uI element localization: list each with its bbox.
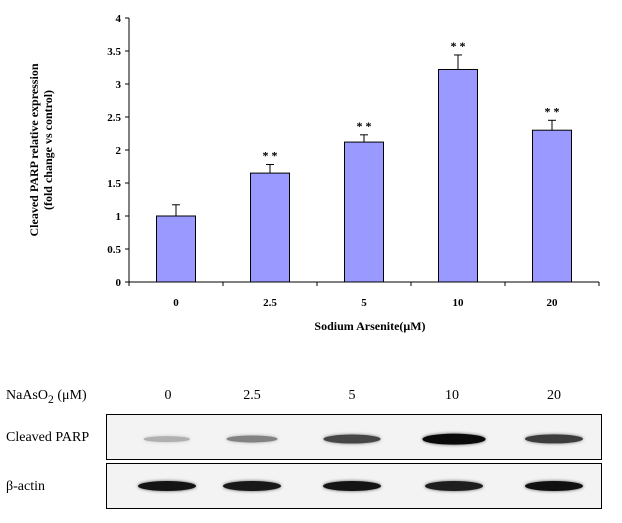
significance-marker: * * xyxy=(357,119,372,133)
blot-panel-beta-actin xyxy=(106,463,602,509)
y-tick-label: 4 xyxy=(116,13,122,25)
blot-lane-label: 0 xyxy=(164,388,172,403)
blot-row-label-beta-actin: β-actin xyxy=(6,479,45,494)
bars: * * * * * * * * xyxy=(156,39,572,283)
blot-band xyxy=(323,481,381,491)
significance-marker: * * xyxy=(451,39,466,53)
blot-band xyxy=(226,435,278,443)
blot-treatment-subscript: 2 xyxy=(48,392,54,406)
y-tick-label: 3.5 xyxy=(107,46,121,58)
blot-lane-label: 5 xyxy=(348,388,356,403)
blot-lane-label: 20 xyxy=(547,388,561,403)
significance-marker: * * xyxy=(545,104,560,118)
blot-band xyxy=(323,434,381,444)
x-tick-label: 20 xyxy=(547,297,559,309)
x-axis: 0 2.5 5 10 20 xyxy=(128,281,600,309)
y-tick-label: 3 xyxy=(116,79,122,91)
y-tick-label: 2 xyxy=(116,145,122,157)
y-tick-label: 1 xyxy=(116,211,122,223)
y-tick-label: 0 xyxy=(116,277,122,289)
blot-band xyxy=(143,436,191,442)
y-axis-title-line2: (fold change vs control) xyxy=(41,90,55,210)
blot-panel-cleaved-parp xyxy=(106,414,602,460)
bar xyxy=(250,172,290,283)
blot-band xyxy=(425,481,483,491)
x-tick-label: 5 xyxy=(361,297,367,309)
blot-band xyxy=(525,481,583,491)
y-axis: 0 0.5 1 1.5 2 2.5 3 3.5 4 xyxy=(107,13,130,289)
blot-row-label-cleaved-parp: Cleaved PARP xyxy=(6,430,90,445)
blot-lane-label: 2.5 xyxy=(243,388,261,403)
y-tick-label: 2.5 xyxy=(107,112,121,124)
bar-chart: 00.511.522.533.54 0 2.5 5 10 20 * ** ** ** *… xyxy=(27,13,600,333)
bar xyxy=(438,68,478,283)
blot-band xyxy=(138,481,196,491)
bar xyxy=(344,141,384,283)
y-tick-label: 1.5 xyxy=(107,178,121,190)
significance-marker: * * xyxy=(263,149,278,163)
blot-band xyxy=(223,481,281,491)
x-tick-label: 10 xyxy=(453,297,465,309)
x-tick-label: 2.5 xyxy=(263,297,277,309)
bar xyxy=(532,129,572,283)
blot-band xyxy=(422,433,486,445)
blot-lane-label: 10 xyxy=(445,388,459,403)
x-tick-label: 0 xyxy=(173,297,179,309)
bar xyxy=(156,215,196,283)
blot-treatment-label: NaAsO2 (μM) xyxy=(6,388,87,406)
y-axis-title-line1: Cleaved PARP relative expression xyxy=(27,63,41,236)
y-tick-label: 0.5 xyxy=(107,244,121,256)
blot-band xyxy=(525,434,583,444)
blot-header: NaAsO2 (μM) 0 2.5 5 10 20 xyxy=(0,386,622,408)
x-axis-title: Sodium Arsenite(μM) xyxy=(314,319,425,333)
